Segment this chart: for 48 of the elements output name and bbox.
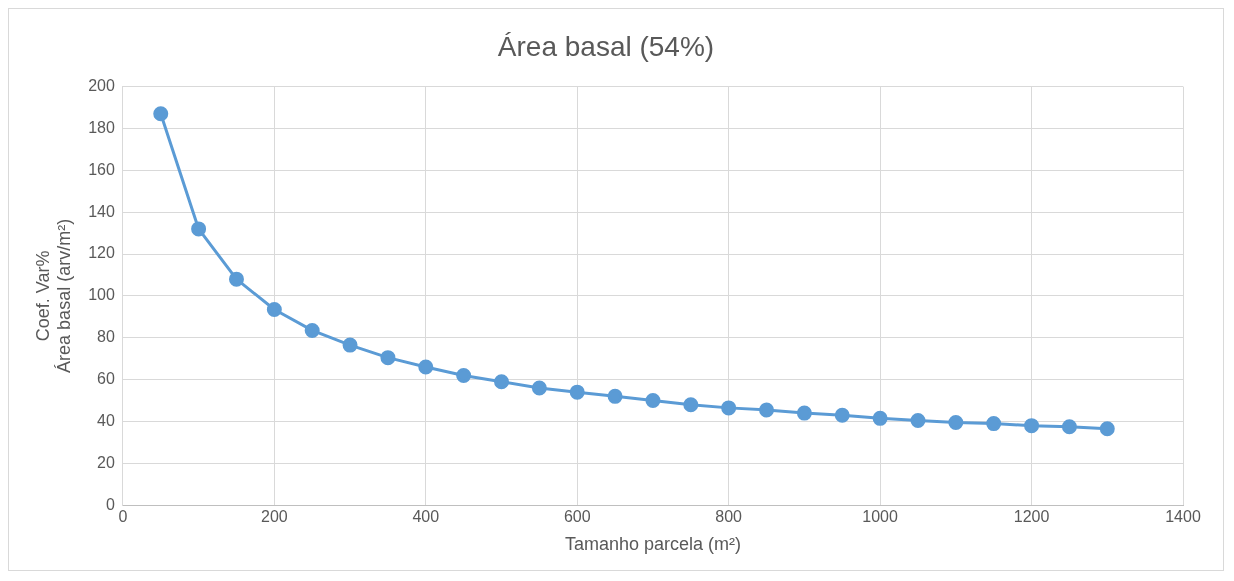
x-tick-label: 1200 [1013, 508, 1050, 526]
point [266, 302, 282, 318]
point [645, 393, 661, 409]
point [228, 271, 244, 287]
y-tick-label: 80 [97, 328, 115, 346]
point [721, 400, 737, 416]
y-tick-label: 20 [97, 453, 115, 471]
point [1024, 418, 1040, 434]
x-tick-label: 1000 [862, 508, 899, 526]
y-tick-label: 120 [88, 244, 115, 262]
y-tick-label: 140 [88, 202, 115, 220]
point [418, 359, 434, 375]
chart-title: Área basal (54%) [497, 30, 715, 62]
point [796, 405, 812, 421]
point [1061, 419, 1077, 435]
point [683, 397, 699, 413]
point [910, 412, 926, 428]
point [304, 322, 320, 338]
x-tick-label: 400 [412, 508, 440, 526]
point [380, 350, 396, 366]
y-tick-label: 200 [88, 77, 115, 95]
point [494, 374, 509, 390]
point [759, 402, 775, 418]
x-tick-label: 0 [118, 508, 128, 526]
point [153, 106, 169, 122]
y-tick-label: 60 [97, 370, 115, 388]
x-tick-label: 600 [563, 508, 591, 526]
y-tick-label: 0 [105, 495, 115, 513]
y-tick-label: 100 [88, 286, 115, 304]
point [1099, 421, 1115, 437]
point [569, 384, 585, 400]
point [872, 410, 888, 426]
point [191, 221, 207, 237]
point [948, 415, 964, 431]
point [342, 337, 358, 353]
x-tick-label: 800 [715, 508, 743, 526]
y-tick-label: 40 [97, 411, 115, 429]
point [456, 367, 472, 383]
point [607, 388, 623, 404]
point [834, 407, 850, 423]
x-axis-title: Tamanho parcela (m²) [564, 534, 741, 555]
point [531, 380, 547, 396]
x-tick-label: 200 [260, 508, 288, 526]
y-tick-label: 180 [88, 118, 115, 136]
y-tick-label: 160 [88, 160, 115, 178]
x-tick-label: 1400 [1165, 508, 1201, 526]
y-axis-title: Coef. Var% Área basal (arv/m²) [32, 218, 75, 373]
point [986, 416, 1002, 432]
